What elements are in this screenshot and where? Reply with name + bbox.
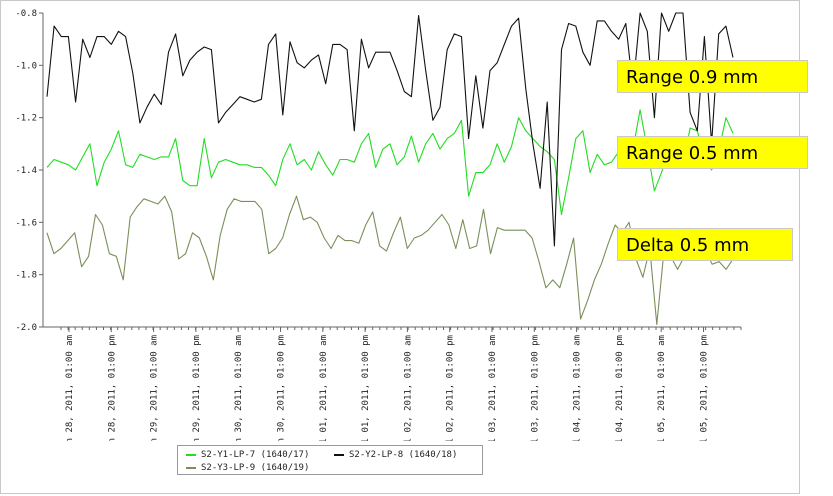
x-tick-label: Jul 02, 2011, 01:00 am <box>403 335 413 441</box>
x-tick-label: Jul 03, 2011, 01:00 am <box>488 335 498 441</box>
x-tick-label: Jun 29, 2011, 01:00 am <box>150 335 160 441</box>
callout-range-green: Range 0.5 mm <box>617 136 808 169</box>
y-tick-label: -2.0 <box>15 323 37 333</box>
y-tick-label: -1.0 <box>15 61 37 71</box>
x-tick-label: Jul 03, 2011, 01:00 pm <box>530 335 540 441</box>
legend-entry-s2-y2-lp-8: S2-Y2-LP-8 (1640/18) <box>334 449 457 461</box>
legend-entry-s2-y1-lp-7: S2-Y1-LP-7 (1640/17) <box>186 449 309 461</box>
x-tick-label: Jun 30, 2011, 01:00 am <box>234 335 244 441</box>
x-tick-label: Jul 05, 2011, 01:00 pm <box>700 335 710 441</box>
callout-delta-olive: Delta 0.5 mm <box>617 228 793 261</box>
legend-label: S2-Y2-LP-8 (1640/18) <box>349 450 458 460</box>
y-tick-label: -1.6 <box>15 218 37 228</box>
x-tick-label: Jun 30, 2011, 01:00 pm <box>277 335 287 441</box>
legend-label: S2-Y1-LP-7 (1640/17) <box>201 450 310 460</box>
line-chart: -0.8 -1.0 -1.2 -1.4 -1.6 -1.8 -2.0 Jun 28, 2011… <box>15 9 742 441</box>
legend-entry-s2-y3-lp-9: S2-Y3-LP-9 (1640/19) <box>186 462 309 474</box>
x-tick-label: Jul 05, 2011, 01:00 am <box>657 335 667 441</box>
x-tick-label: Jul 02, 2011, 01:00 pm <box>446 335 456 441</box>
x-tick-label: Jun 28, 2011, 01:00 pm <box>107 335 117 441</box>
x-tick-label: Jun 28, 2011, 01:00 am <box>65 335 75 441</box>
x-tick-label: Jul 01, 2011, 01:00 am <box>319 335 329 441</box>
x-tick-label: Jul 01, 2011, 01:00 pm <box>361 335 371 441</box>
y-tick-label: -1.2 <box>15 114 37 124</box>
callout-range-black: Range 0.9 mm <box>617 60 808 93</box>
y-tick-label: -1.8 <box>15 271 37 281</box>
legend-swatch-green <box>186 453 196 456</box>
legend-swatch-olive <box>186 466 196 469</box>
chart-legend: S2-Y1-LP-7 (1640/17) S2-Y2-LP-8 (1640/18… <box>177 445 483 475</box>
series-line-2 <box>46 12 734 247</box>
y-tick-label: -0.8 <box>15 9 37 19</box>
legend-swatch-black <box>334 453 344 456</box>
x-tick-label: Jul 04, 2011, 01:00 pm <box>615 335 625 441</box>
x-tick-label: Jul 04, 2011, 01:00 am <box>573 335 583 441</box>
y-tick-label: -1.4 <box>15 166 37 176</box>
x-tick-label: Jun 29, 2011, 01:00 pm <box>192 335 202 441</box>
legend-label: S2-Y3-LP-9 (1640/19) <box>201 463 310 473</box>
